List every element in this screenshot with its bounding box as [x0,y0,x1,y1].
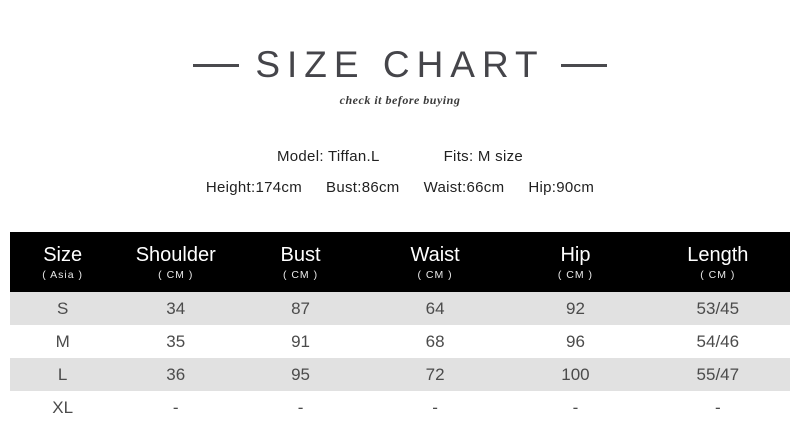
column-header-length: Length ( CM ) [646,244,790,281]
column-header-bust: Bust ( CM ) [236,244,365,281]
table-cell: - [714,397,721,417]
table-cell: 100 [561,364,590,384]
table-cell: - [297,397,304,417]
table-cell: 34 [166,298,186,318]
table-row-l: L 36 95 72 100 55/47 [10,358,790,391]
title-dash-left [193,63,240,67]
column-label: Bust [280,243,321,266]
table-header: Size ( Asia ) Shoulder ( CM ) Bust ( CM … [10,232,790,292]
column-unit: ( CM ) [158,268,194,281]
table-cell: XL [52,397,74,417]
measurement-waist: Waist:66cm [423,179,505,196]
table-cell: M [55,331,70,351]
table-cell: S [56,298,69,318]
column-unit: ( CM ) [557,268,594,281]
table-cell: 68 [425,331,445,351]
table-cell: - [572,397,579,417]
column-header-hip: Hip ( CM ) [505,244,645,281]
column-unit: ( CM ) [417,268,453,281]
measurement-hip: Hip:90cm [528,179,595,196]
table-cell: 64 [425,298,445,318]
title-dash-right [560,63,607,67]
model-label: Model: Tiffan.L [276,148,380,165]
table-cell: 96 [566,331,585,351]
table-cell: 55/47 [696,364,740,384]
table-cell: 53/45 [696,298,740,318]
model-info-line: Model: Tiffan.L Fits: M size [0,148,800,165]
column-unit: ( Asia ) [42,268,83,281]
model-measurements-line: Height:174cm Bust:86cm Waist:66cm Hip:90… [0,179,800,196]
column-label: Hip [560,243,591,266]
table-row-s: S 34 87 64 92 53/45 [10,292,790,325]
page-title: SIZE CHART [255,44,545,85]
table-cell: 36 [166,364,186,384]
table-cell: 35 [166,331,186,351]
column-label: Shoulder [135,243,216,266]
column-label: Waist [410,243,460,266]
column-header-shoulder: Shoulder ( CM ) [115,244,236,281]
column-label: Length [687,243,749,266]
page-subtitle: check it before buying [339,93,461,107]
table-row-m: M 35 91 68 96 54/46 [10,325,790,358]
table-cell: 87 [291,298,310,318]
column-unit: ( CM ) [282,268,319,281]
table-cell: - [172,397,179,417]
table-cell: L [57,364,68,384]
title-row: SIZE CHART [0,44,800,86]
table-cell: 95 [291,364,310,384]
measurement-height: Height:174cm [205,179,303,196]
column-header-waist: Waist ( CM ) [365,244,505,281]
table-cell: 72 [425,364,445,384]
column-unit: ( CM ) [700,268,736,281]
table-cell: - [432,397,438,417]
table-row-xl: XL - - - - - [10,391,790,423]
table-cell: 54/46 [696,331,740,351]
size-table: Size ( Asia ) Shoulder ( CM ) Bust ( CM … [10,232,790,423]
column-header-size: Size ( Asia ) [10,244,115,281]
measurement-bust: Bust:86cm [326,179,400,196]
table-cell: 91 [291,331,310,351]
fits-label: Fits: M size [443,148,524,165]
table-cell: 92 [566,298,585,318]
column-label: Size [43,243,83,266]
